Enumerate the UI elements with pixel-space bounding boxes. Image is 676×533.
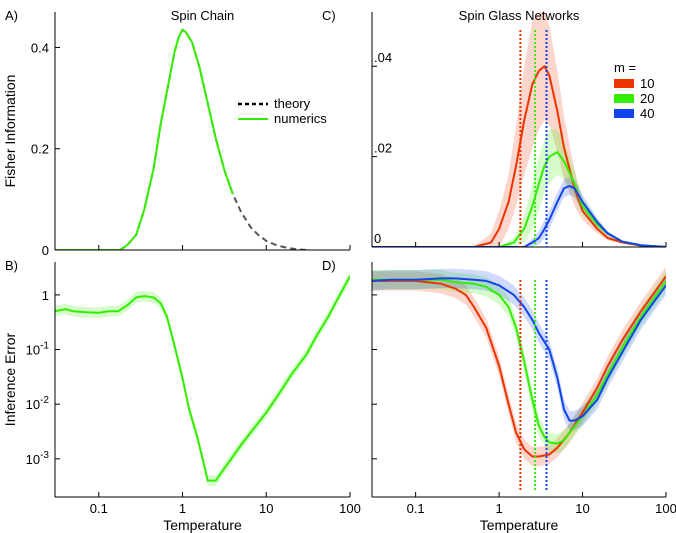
legend-label: 10 — [640, 76, 654, 91]
panel-b: B) Inference Error Temperature 0.1 1 10 100 1 10… — [2, 258, 361, 533]
panel-d: D) Temperature 0.1 1 10 100 — [322, 258, 676, 533]
x-tick-label: 0.1 — [90, 501, 108, 516]
legend-swatch — [614, 94, 634, 103]
y-tick-label: 10-3 — [26, 450, 50, 467]
y-tick-label: 0.4 — [31, 40, 49, 55]
x-axis-title: Temperature — [163, 517, 242, 533]
plot-area — [55, 270, 350, 486]
x-axis-title: Temperature — [480, 517, 559, 533]
series-line-theory — [119, 28, 307, 250]
panel-label: C) — [322, 8, 336, 23]
legend-swatch — [614, 79, 634, 88]
y-tick-label: .02 — [374, 141, 392, 156]
x-tick-label: 100 — [655, 501, 676, 516]
x-tick-label: 0.1 — [407, 501, 425, 516]
y-tick-label: 0 — [374, 231, 381, 246]
x-tick-label: 10 — [575, 501, 589, 516]
series-line-numerics — [55, 28, 234, 250]
series-line-10 — [372, 275, 666, 458]
series-line-40 — [372, 185, 666, 247]
y-axis-title: Inference Error — [2, 332, 18, 426]
y-tick-label: 1 — [42, 288, 49, 303]
x-tick-label: 100 — [339, 501, 361, 516]
panel-title: Spin Glass Networks — [459, 8, 580, 23]
series-line-40 — [372, 277, 666, 422]
legend-title: m = — [614, 60, 636, 75]
plot-area — [55, 28, 307, 250]
legend-label: 20 — [640, 91, 654, 106]
plot-area — [372, 266, 666, 467]
series-line-numerics — [55, 275, 350, 482]
y-axis-title: Fisher Information — [2, 75, 18, 188]
y-tick-label: 0 — [42, 243, 49, 258]
x-tick-label: 10 — [259, 501, 273, 516]
x-tick-label: 1 — [179, 501, 186, 516]
y-tick-label: 0.2 — [31, 142, 49, 157]
panel-label: B) — [5, 258, 18, 273]
legend-label: numerics — [274, 111, 327, 126]
panel-label: A) — [5, 8, 18, 23]
legend-label: theory — [274, 96, 311, 111]
x-tick-label: 1 — [495, 501, 502, 516]
legend-swatch — [614, 109, 634, 118]
panel-title: Spin Chain — [171, 8, 235, 23]
legend-label: 40 — [640, 106, 654, 121]
error-band-20 — [372, 270, 666, 454]
error-band-10 — [372, 12, 666, 247]
error-band-numerics — [55, 270, 350, 486]
panel-label: D) — [322, 258, 336, 273]
panel-a: A) Spin Chain Fisher Information 0 0.2 0.4 the… — [2, 8, 351, 258]
y-tick-label: .04 — [374, 50, 392, 65]
plot-area — [372, 12, 666, 247]
y-tick-label: 10-2 — [26, 395, 50, 412]
y-tick-label: 10-1 — [26, 341, 50, 358]
